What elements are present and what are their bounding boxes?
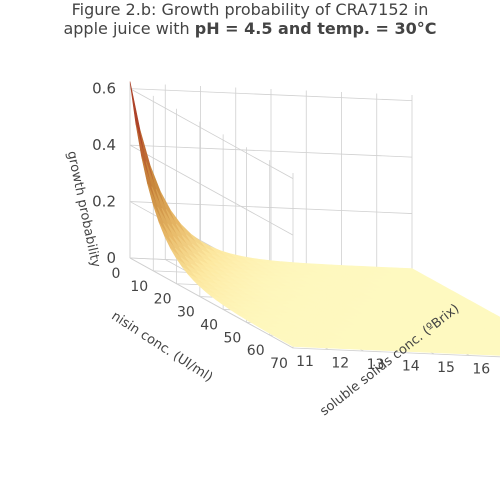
surface-cell xyxy=(486,324,500,329)
grid-line xyxy=(129,88,413,179)
surface-cell xyxy=(489,316,500,321)
axis-ticks: 01020304050607011121314151617181900.20.4… xyxy=(92,80,490,378)
title-conditions: pH = 4.5 and temp. = 30°C xyxy=(194,19,437,38)
surface-cell xyxy=(490,322,500,327)
y-tick-label: 12 xyxy=(331,356,349,372)
y-tick-label: 14 xyxy=(402,359,420,375)
x-tick-label: 50 xyxy=(224,330,242,346)
y-tick-label: 11 xyxy=(296,354,314,370)
z-tick-label: 0.6 xyxy=(92,80,116,98)
title-prefix: apple juice with xyxy=(63,19,195,38)
z-tick-label: 0.4 xyxy=(92,136,116,154)
probability-surface[interactable] xyxy=(129,81,500,359)
z-tick-label: 0 xyxy=(106,249,116,267)
surface-cell xyxy=(489,336,500,341)
y-tick-label: 13 xyxy=(367,357,385,373)
grid-line xyxy=(129,257,294,349)
surface-cell xyxy=(488,351,500,356)
surface-cell xyxy=(495,340,500,344)
x-tick-label: 30 xyxy=(177,305,195,321)
grid-line xyxy=(129,144,413,236)
surface-cell xyxy=(486,345,500,350)
surface-cell xyxy=(496,346,500,349)
x-tick-label: 70 xyxy=(270,356,288,372)
y-tick-label: 15 xyxy=(437,360,455,376)
surface-cell xyxy=(496,325,500,328)
surface-cell xyxy=(487,330,500,335)
x-tick-label: 40 xyxy=(200,317,218,333)
x-tick-label: 10 xyxy=(130,279,148,295)
x-tick-label: 0 xyxy=(112,266,121,282)
x-tick-label: 20 xyxy=(154,292,172,308)
surface-cell xyxy=(494,319,500,323)
surface-cell xyxy=(484,318,500,324)
chart-title-line-2: apple juice with pH = 4.5 and temp. = 30… xyxy=(0,19,500,38)
z-tick-label: 0.2 xyxy=(92,193,116,211)
chart-title-line-1: Figure 2.b: Growth probability of CRA715… xyxy=(71,0,429,19)
y-tick-label: 16 xyxy=(472,362,490,378)
surface-cell xyxy=(492,328,500,332)
surface-cell xyxy=(493,334,500,338)
surface-cell xyxy=(491,342,500,347)
x-tick-label: 60 xyxy=(247,343,265,359)
